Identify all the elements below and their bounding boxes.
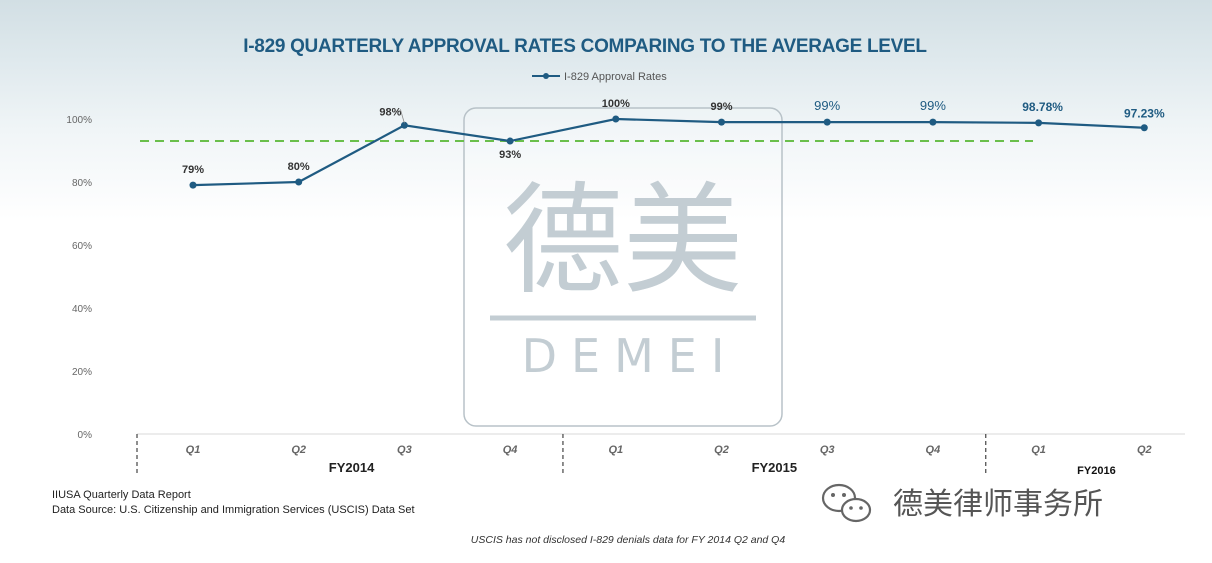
x-tick-label: Q4 [926, 444, 941, 456]
brand: 德美律师事务所 [821, 483, 1103, 523]
series-point [506, 137, 514, 145]
watermark-cjk: 德美 [503, 172, 743, 311]
fiscal-year-label: FY2014 [329, 460, 375, 475]
data-label: 99% [710, 101, 732, 113]
series-point [612, 115, 620, 123]
series-point [718, 118, 725, 126]
chart-title: I-829 QUARTERLY APPROVAL RATES COMPARING… [243, 36, 927, 57]
wechat-icon [821, 483, 872, 523]
brand-name: 德美律师事务所 [893, 487, 1103, 522]
x-tick-label: Q3 [820, 444, 835, 456]
data-label-leader [400, 109, 405, 124]
data-label: 98% [379, 106, 401, 118]
fiscal-year-axis: FY2014 FY2015 FY2016 [136, 434, 1116, 477]
data-label: 99% [814, 98, 840, 113]
x-tick-label: Q1 [186, 444, 201, 456]
legend-marker [543, 73, 549, 79]
y-tick-label: 0% [78, 430, 93, 441]
series-point [1035, 119, 1043, 127]
y-tick-label: 60% [72, 241, 92, 252]
data-label: 100% [602, 98, 630, 110]
series-points [189, 115, 1148, 189]
x-tick-label: Q3 [397, 444, 412, 456]
y-tick-label: 80% [72, 178, 92, 189]
x-tick-label: Q4 [503, 444, 518, 456]
x-tick-label: Q1 [608, 444, 623, 456]
y-axis-ticks: 0% 20% 40% 60% 80% 100% [66, 115, 92, 441]
data-label: 99% [920, 98, 946, 113]
x-tick-label: Q2 [291, 444, 306, 456]
data-label: 98.78% [1022, 100, 1063, 114]
series-line-i829 [192, 117, 1145, 187]
y-tick-label: 100% [66, 115, 92, 126]
legend: I-829 Approval Rates [532, 71, 667, 83]
series-point [400, 121, 408, 129]
series-point [189, 181, 197, 189]
series-point [823, 118, 831, 126]
series-point [295, 178, 303, 186]
y-tick-label: 40% [72, 304, 92, 315]
x-tick-label: Q2 [714, 444, 729, 456]
x-tick-label: Q2 [1137, 444, 1152, 456]
watermark-frame [463, 107, 783, 427]
x-axis-ticks: Q1 Q2 Q3 Q4 Q1 Q2 Q3 Q4 Q1 Q2 [186, 444, 1152, 456]
series-point [929, 118, 937, 126]
legend-label: I-829 Approval Rates [564, 71, 667, 83]
fiscal-year-label: FY2016 [1077, 465, 1116, 477]
x-tick-label: Q1 [1031, 444, 1046, 456]
series-point [1140, 124, 1148, 132]
footnote: USCIS has not disclosed I-829 denials da… [471, 534, 786, 546]
data-label: 93% [499, 149, 521, 161]
source-line-2: Data Source: U.S. Citizenship and Immigr… [52, 504, 415, 516]
data-label: 97.23% [1124, 107, 1165, 121]
data-label: 79% [182, 164, 204, 176]
watermark-latin: DEMEI [522, 329, 739, 383]
data-label: 80% [288, 161, 310, 173]
data-labels: 79% 80% 98% 93% 100% 99% 99% 99% 98.78% 97.23% [182, 98, 1165, 176]
watermark: 德美 DEMEI [463, 107, 783, 427]
source-line-1: IIUSA Quarterly Data Report [52, 489, 191, 501]
fiscal-year-label: FY2015 [752, 460, 798, 475]
y-tick-label: 20% [72, 367, 92, 378]
